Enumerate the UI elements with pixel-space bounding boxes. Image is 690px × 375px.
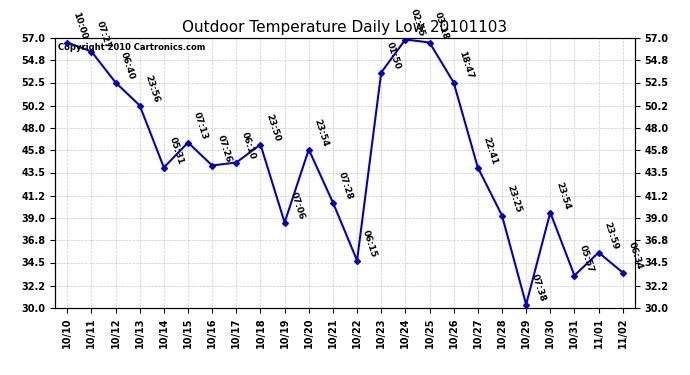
Text: 06:10: 06:10 xyxy=(240,131,257,160)
Text: 23:50: 23:50 xyxy=(264,112,282,142)
Text: 03:18: 03:18 xyxy=(433,10,451,40)
Text: 10:00: 10:00 xyxy=(71,11,88,40)
Text: 07:06: 07:06 xyxy=(288,190,306,220)
Text: 02:55: 02:55 xyxy=(409,8,426,38)
Text: 07:26: 07:26 xyxy=(216,134,233,164)
Text: 07:38: 07:38 xyxy=(530,273,547,303)
Text: 07:28: 07:28 xyxy=(337,171,354,201)
Text: 01:50: 01:50 xyxy=(385,41,402,70)
Text: 23:25: 23:25 xyxy=(506,183,523,213)
Text: 23:54: 23:54 xyxy=(554,180,571,210)
Text: 07:27: 07:27 xyxy=(95,20,112,50)
Text: 05:57: 05:57 xyxy=(578,243,595,273)
Text: 23:56: 23:56 xyxy=(144,74,161,104)
Text: 06:34: 06:34 xyxy=(627,240,644,270)
Text: 23:54: 23:54 xyxy=(313,117,330,147)
Text: 06:40: 06:40 xyxy=(119,51,137,81)
Text: 18:47: 18:47 xyxy=(457,50,475,81)
Text: 23:59: 23:59 xyxy=(602,220,620,251)
Text: 05:31: 05:31 xyxy=(168,136,185,165)
Text: 22:41: 22:41 xyxy=(482,135,499,165)
Text: 06:15: 06:15 xyxy=(361,229,378,258)
Title: Outdoor Temperature Daily Low 20101103: Outdoor Temperature Daily Low 20101103 xyxy=(182,20,508,35)
Text: Copyright 2010 Cartronics.com: Copyright 2010 Cartronics.com xyxy=(58,43,206,52)
Text: 07:13: 07:13 xyxy=(192,111,209,141)
